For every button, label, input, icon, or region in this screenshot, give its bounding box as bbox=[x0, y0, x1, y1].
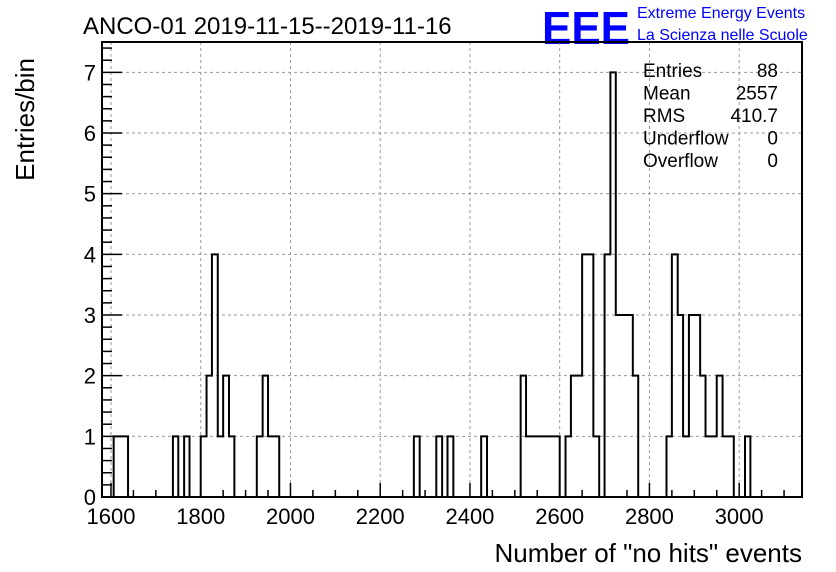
eee-logo: EEE Extreme Energy Events La Scienza nel… bbox=[542, 2, 808, 54]
y-tick-label: 2 bbox=[84, 364, 96, 389]
y-tick-label: 7 bbox=[84, 60, 96, 85]
x-tick-label: 1600 bbox=[86, 504, 135, 529]
y-axis-label: Entries/bin bbox=[10, 58, 40, 181]
x-tick-label: 1800 bbox=[176, 504, 225, 529]
x-tick-label: 3000 bbox=[715, 504, 764, 529]
histogram-bin bbox=[706, 436, 717, 497]
histogram-bin bbox=[723, 436, 734, 497]
eee-logo-mark: EEE bbox=[542, 2, 630, 54]
stats-value: 0 bbox=[767, 151, 778, 172]
stats-label: Overflow bbox=[643, 151, 718, 172]
x-tick-label: 2000 bbox=[266, 504, 315, 529]
histogram-bin bbox=[268, 436, 279, 497]
stats-label: Mean bbox=[643, 84, 691, 105]
y-tick-label: 4 bbox=[84, 242, 96, 267]
x-tick-label: 2200 bbox=[356, 504, 405, 529]
histogram-bin bbox=[526, 436, 560, 497]
y-tick-label: 5 bbox=[84, 182, 96, 207]
stats-value: 0 bbox=[767, 129, 778, 150]
histogram-bin bbox=[616, 315, 633, 497]
plot-frame bbox=[101, 41, 803, 498]
stats-value: 410.7 bbox=[730, 106, 778, 127]
x-tick-label: 2600 bbox=[535, 504, 584, 529]
axes: 1600 1800 2000 2200 2400 2600 2800 3000 0 1 2 3 4 5 6 7 bbox=[84, 47, 785, 529]
y-tick-label: 0 bbox=[84, 485, 96, 510]
eee-logo-line2: La Scienza nelle Scuole bbox=[637, 27, 808, 44]
histogram-bin bbox=[683, 436, 689, 497]
stats-label: RMS bbox=[643, 106, 685, 127]
histogram-bin bbox=[689, 315, 700, 497]
stats-value: 88 bbox=[757, 61, 778, 82]
stats-value: 2557 bbox=[736, 84, 778, 105]
chart-title: ANCO-01 2019-11-15--2019-11-16 bbox=[83, 13, 452, 40]
y-tick-label: 6 bbox=[84, 121, 96, 146]
stats-label: Entries bbox=[643, 61, 702, 82]
x-axis-label: Number of "no hits" events bbox=[495, 538, 803, 568]
eee-logo-line1: Extreme Energy Events bbox=[637, 5, 805, 22]
stats-label: Underflow bbox=[643, 129, 729, 150]
histogram-bin bbox=[218, 436, 223, 497]
histogram-bin bbox=[114, 436, 128, 497]
y-tick-label: 1 bbox=[84, 424, 96, 449]
x-tick-label: 2800 bbox=[625, 504, 674, 529]
x-tick-label: 2400 bbox=[445, 504, 494, 529]
y-tick-label: 3 bbox=[84, 303, 96, 328]
